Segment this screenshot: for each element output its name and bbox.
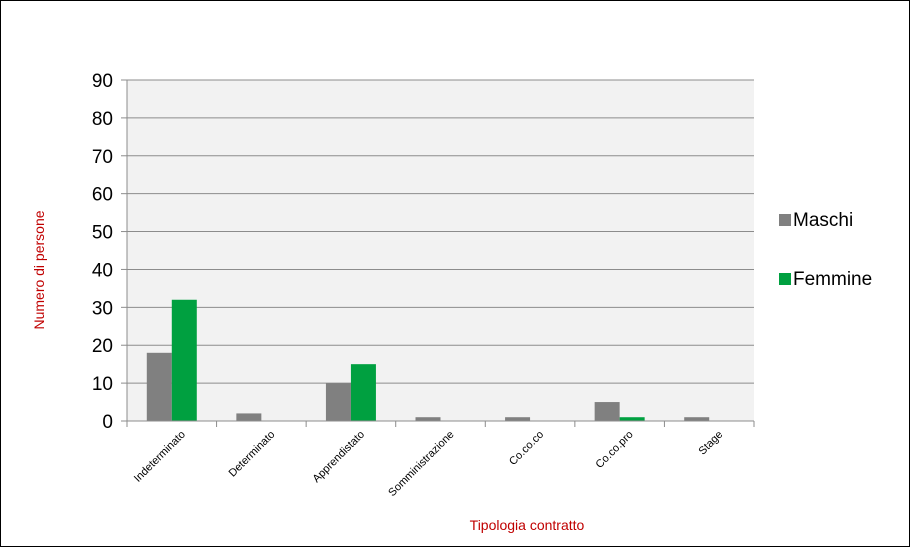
y-tick-label: 60 [92,185,113,206]
bar-maschi-apprendistato [325,383,351,421]
x-tick-label: Co.co.pro [594,429,636,471]
y-tick-label: 30 [92,298,113,319]
y-tick-label: 20 [92,336,113,357]
x-tick-label: Stage [697,429,726,458]
bar-maschi-cocopro [594,402,620,421]
bar-maschi-cococo [505,417,531,421]
y-tick-labels: 0 10 20 30 40 50 60 70 80 90 [92,71,113,433]
x-tick-label: Somministrazione [386,429,456,499]
bar-femmine-indeterminato [171,299,197,421]
bar-femmine-apprendistato [350,364,376,421]
y-tick-label: 50 [92,223,113,244]
y-tick-label: 90 [92,71,113,92]
bar-femmine-cocopro [619,417,645,421]
y-tick-label: 80 [92,109,113,130]
y-axis-title: Numero di persone [31,210,47,329]
gridlines [127,79,754,384]
legend-swatch-maschi [779,214,791,226]
y-tick-label: 40 [92,260,113,281]
bars [146,299,710,421]
bar-maschi-somministrazione [415,417,441,421]
plot-area [127,80,754,421]
axes [121,79,755,427]
y-tick-label: 10 [92,374,113,395]
legend: Maschi Femmine [779,210,872,290]
bar-maschi-stage [684,417,710,421]
x-tick-label: Indeterminato [132,429,188,485]
bar-maschi-indeterminato [146,352,172,421]
x-tick-label: Co.co.co [507,429,546,468]
x-axis-title: Tipologia contratto [470,517,585,533]
legend-swatch-femmine [779,273,791,285]
x-tick-label: Determinato [227,429,278,480]
legend-label-femmine: Femmine [793,269,872,290]
bar-maschi-determinato [236,413,262,421]
y-tick-label: 0 [102,412,113,433]
y-tick-label: 70 [92,147,113,168]
legend-label-maschi: Maschi [793,210,853,231]
x-tick-labels: Indeterminato Determinato Apprendistato Som… [132,429,725,499]
x-tick-label: Apprendistato [311,429,367,485]
